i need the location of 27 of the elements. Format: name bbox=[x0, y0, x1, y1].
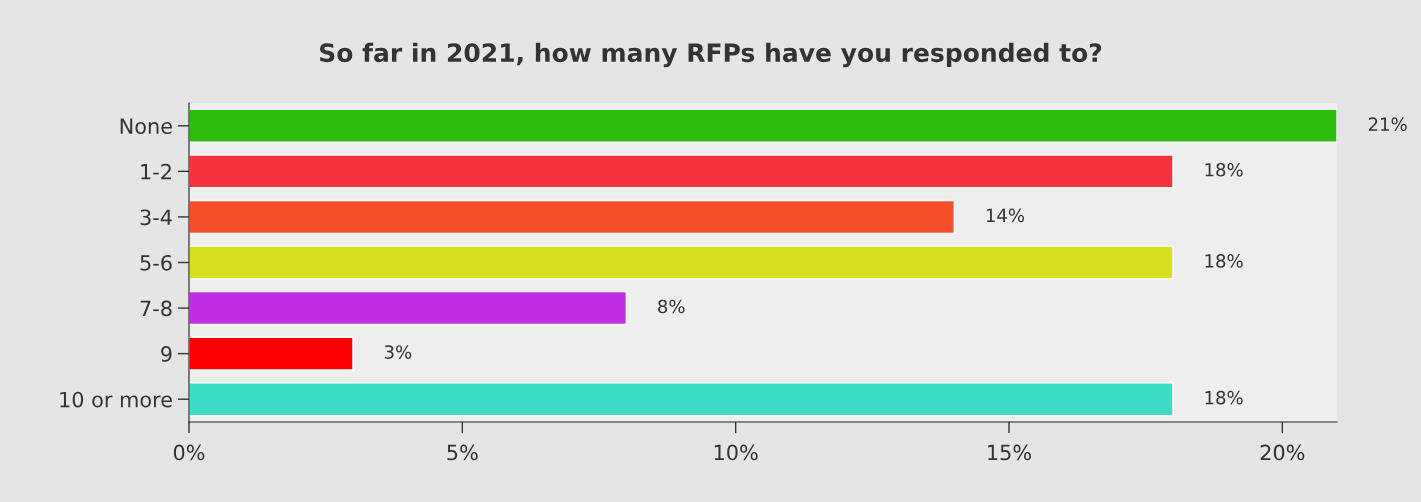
bar bbox=[189, 382, 1174, 417]
data-label: 14% bbox=[986, 208, 1025, 223]
x-tick-label: 20% bbox=[1260, 444, 1305, 461]
chart-title: So far in 2021, how many RFPs have you responded to? bbox=[320, 42, 1102, 68]
y-tick-label: 1-2 bbox=[141, 163, 171, 180]
x-tick-label: 15% bbox=[988, 444, 1031, 461]
y-tick-label: 5-6 bbox=[140, 254, 172, 271]
y-tick-label: None bbox=[120, 118, 172, 134]
data-label: 21% bbox=[1368, 117, 1407, 132]
data-label: 8% bbox=[658, 299, 685, 314]
bar bbox=[189, 290, 628, 326]
bar bbox=[189, 154, 1174, 189]
x-tick-label: 0% bbox=[173, 444, 205, 461]
x-tick-label: 10% bbox=[714, 444, 758, 461]
y-tick-label: 9 bbox=[161, 346, 172, 362]
bar bbox=[189, 336, 354, 371]
bar bbox=[189, 199, 956, 235]
data-label: 18% bbox=[1205, 390, 1243, 405]
bar bbox=[189, 108, 1337, 143]
bar bbox=[189, 245, 1174, 280]
x-tick-label: 5% bbox=[447, 444, 478, 461]
data-label: 18% bbox=[1205, 254, 1243, 268]
data-label: 18% bbox=[1205, 162, 1243, 177]
y-tick-label: 3-4 bbox=[140, 209, 172, 226]
y-tick-label: 10 or more bbox=[60, 391, 172, 408]
y-tick-label: 7-8 bbox=[140, 300, 172, 317]
data-label: 3% bbox=[384, 345, 412, 359]
